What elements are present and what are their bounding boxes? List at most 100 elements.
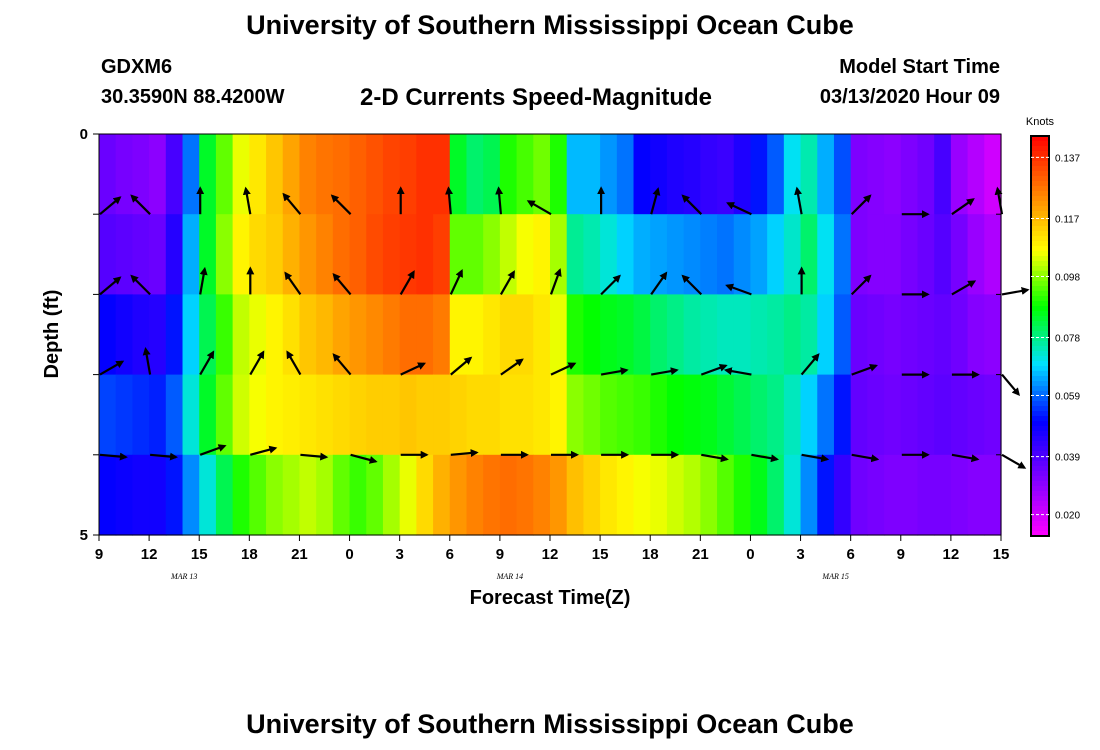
heatmap-cell [99, 134, 117, 215]
heatmap-cell [316, 454, 334, 536]
current-vector-arrow [650, 271, 668, 296]
heatmap-cell [199, 134, 217, 215]
current-vector-arrow [99, 276, 122, 296]
heatmap-cell [884, 294, 902, 376]
colorbar-segment [1031, 431, 1049, 437]
colorbar-segment [1031, 386, 1049, 392]
heatmap-cell [833, 454, 852, 536]
colorbar-segment [1031, 206, 1049, 212]
heatmap-cell [266, 134, 284, 215]
colorbar-tick-label: 0.059 [1055, 392, 1080, 403]
heatmap-cell [199, 454, 217, 536]
current-vector-arrow [725, 283, 752, 296]
colorbar-segment [1031, 356, 1049, 362]
colorbar-frame [1030, 135, 1050, 537]
x-tick-label: 21 [291, 546, 308, 563]
heatmap-cell [900, 294, 919, 376]
current-vector-arrow [130, 274, 151, 296]
heatmap-cell [182, 374, 200, 456]
heatmap-cell [666, 294, 685, 376]
current-vector-arrow [150, 452, 178, 461]
current-vector-arrow [449, 268, 463, 295]
current-vector-arrow [445, 186, 454, 215]
colorbar-segment [1031, 226, 1049, 232]
heatmap-cell [967, 294, 985, 376]
colorbar-segment [1031, 196, 1049, 202]
colorbar-segment [1031, 331, 1049, 337]
heatmap-cell [316, 214, 334, 295]
current-vector-arrow [951, 453, 980, 463]
heatmap-cell [650, 454, 668, 536]
current-vector-arrow [450, 449, 479, 458]
heatmap-cell [633, 454, 651, 536]
heatmap-cell [683, 294, 701, 376]
heatmap-cell [215, 374, 234, 456]
heatmap-cell [132, 134, 150, 215]
heatmap-cell [449, 214, 468, 295]
colorbar-segment [1031, 486, 1049, 492]
heatmap-cell [700, 294, 718, 376]
current-vector-arrow [142, 347, 152, 375]
colorbar-segment [1031, 166, 1049, 172]
colorbar-label: Knots [1026, 116, 1055, 128]
heatmap-cell [115, 294, 133, 376]
heatmap-cell [950, 134, 969, 215]
x-tick-label: 12 [542, 546, 559, 563]
x-axis: 9 12 15 18 21 0 3 6 9 12 15 18 21 0 3 6 9 12 15 MAR 13 MAR 1… [95, 535, 1009, 581]
current-vector-arrow [850, 274, 872, 296]
colorbar-tick-label: 0.098 [1055, 272, 1080, 283]
current-vector-arrow [332, 353, 352, 376]
current-vector-arrow [300, 452, 329, 461]
current-vector-arrow [499, 270, 515, 295]
heatmap-cell [583, 134, 601, 215]
heatmap-cell [700, 214, 718, 295]
current-vector-arrow [99, 360, 125, 376]
heatmap-cell [717, 374, 735, 456]
heatmap-cell [817, 374, 835, 456]
heatmap-cell [349, 134, 367, 215]
colorbar-segment [1031, 501, 1049, 507]
heatmap-cell [817, 214, 835, 295]
colorbar-segment [1031, 266, 1049, 272]
colorbar-segment [1031, 251, 1049, 257]
heatmap-cell [917, 294, 935, 376]
colorbar-segment [1031, 156, 1049, 162]
heatmap-cell [483, 454, 501, 536]
heatmap-cell [666, 214, 685, 295]
colorbar-segment [1031, 336, 1049, 342]
heatmap-cell [449, 294, 468, 376]
heatmap-cell [416, 454, 434, 536]
heatmap-cell [750, 134, 768, 215]
current-vector-arrow [850, 194, 872, 215]
current-vector-arrow [794, 186, 803, 215]
heatmap-cell [600, 374, 618, 456]
colorbar-segment [1031, 506, 1049, 512]
current-vector-arrow [851, 453, 880, 463]
heatmap-cell [382, 134, 401, 215]
heatmap-cell [967, 214, 985, 295]
heatmap-cell [399, 454, 417, 536]
colorbar-segment [1031, 281, 1049, 287]
colorbar-tick-label: 0.020 [1055, 511, 1080, 522]
heatmap-cell [215, 294, 234, 376]
heatmap-cell [299, 294, 317, 376]
footer-title: University of Southern Mississippi Ocean… [246, 709, 854, 739]
current-vector-arrow [951, 198, 975, 216]
heatmap-cell [984, 214, 1002, 295]
heatmap-cell [600, 134, 618, 215]
heatmap-cell [382, 214, 401, 295]
heatmap-cell [700, 134, 718, 215]
heatmap-cell [717, 214, 735, 295]
heatmap-cell [683, 454, 701, 536]
heatmap-cell [399, 294, 417, 376]
colorbar-segment [1031, 391, 1049, 397]
heatmap-cell [282, 294, 301, 376]
heatmap-cell [483, 214, 501, 295]
colorbar-segment [1031, 286, 1049, 292]
x-tick-label: 3 [796, 546, 804, 563]
current-vector-arrow [99, 452, 128, 461]
colorbar-segment [1031, 136, 1049, 142]
heatmap-cell [817, 134, 835, 215]
heatmap-cell [583, 294, 601, 376]
colorbar-segment [1031, 516, 1049, 522]
